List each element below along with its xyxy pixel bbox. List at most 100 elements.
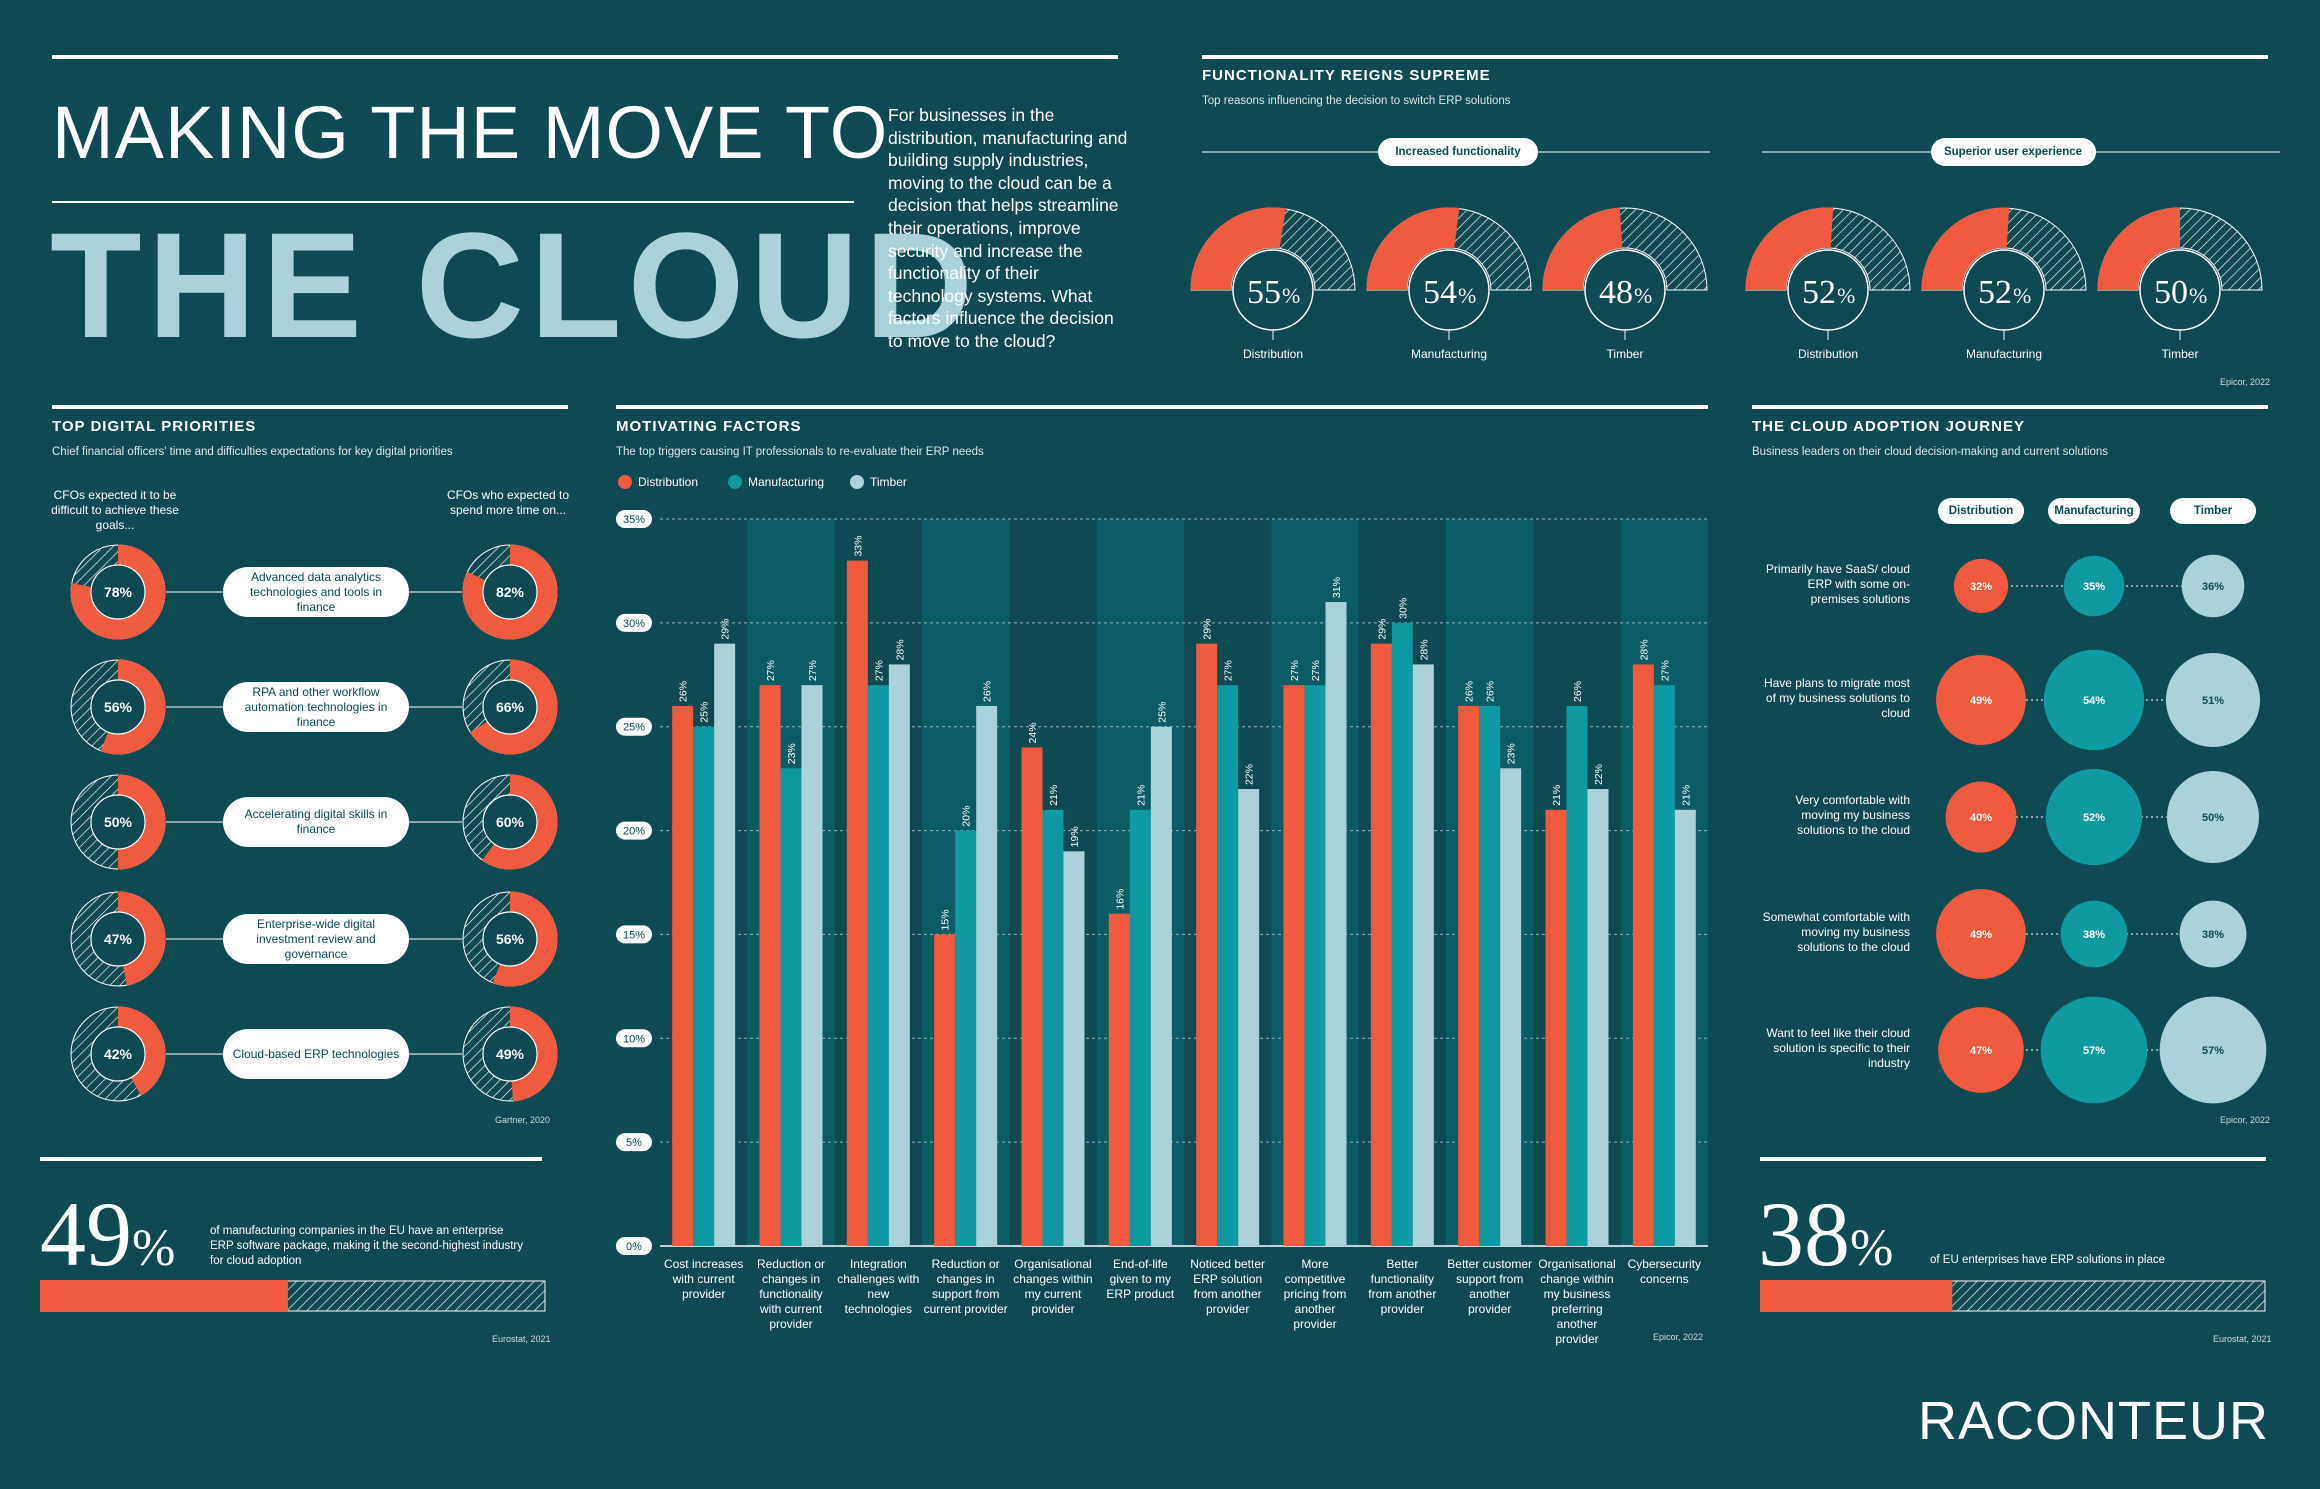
y-tick-label: 0%	[626, 1241, 642, 1253]
bar-timber	[976, 706, 997, 1246]
bar-distribution	[1546, 810, 1567, 1246]
motivating-subtitle: The top triggers causing IT professional…	[616, 446, 984, 458]
bar-distribution	[934, 934, 955, 1246]
journey-bubble-value: 49%	[1970, 929, 1992, 941]
raconteur-logo: RACONTEUR	[1918, 1390, 2269, 1452]
bar-manufacturing	[1043, 810, 1064, 1246]
priority-label-pill: RPA and other workflow automation techno…	[223, 682, 409, 732]
stat-left-source: Eurostat, 2021	[492, 1334, 551, 1344]
donut-value-difficult: 42%	[104, 1046, 133, 1062]
stat-right-text: of EU enterprises have ERP solutions in …	[1930, 1253, 2250, 1268]
bar-value-label: 29%	[1376, 619, 1388, 640]
motivating-title: MOTIVATING FACTORS	[616, 418, 802, 435]
stat-right-bar	[1760, 1280, 2270, 1314]
functionality-source: Epicor, 2022	[2220, 377, 2270, 387]
journey-bubble-value: 51%	[2202, 695, 2224, 707]
journey-bubble-value: 54%	[2083, 695, 2105, 707]
bar-distribution	[1284, 685, 1305, 1246]
journey-bubble-value: 57%	[2202, 1045, 2224, 1057]
gauge-pct: %	[2013, 283, 2031, 308]
priorities-subtitle: Chief financial officers' time and diffi…	[52, 446, 453, 458]
legend-timber: Timber	[850, 475, 907, 489]
motivating-source: Epicor, 2022	[1653, 1332, 1703, 1342]
priorities-title: TOP DIGITAL PRIORITIES	[52, 418, 256, 435]
journey-row-label: Want to feel like their cloud solution i…	[1760, 1026, 1910, 1071]
journey-row-label: Somewhat comfortable with moving my busi…	[1760, 910, 1910, 955]
gauge-pct: %	[2189, 283, 2207, 308]
bar-manufacturing	[1654, 685, 1675, 1246]
bar-timber	[889, 664, 910, 1246]
journey-source: Epicor, 2022	[2220, 1115, 2270, 1125]
donut-value-time: 60%	[496, 814, 525, 830]
bar-value-label: 29%	[720, 619, 732, 640]
bar-timber	[1326, 602, 1347, 1246]
bar-distribution	[760, 685, 781, 1246]
priorities-left-header: CFOs expected it to be difficult to achi…	[50, 488, 180, 533]
category-label: Better customer support from another pro…	[1447, 1257, 1533, 1317]
bar-value-label: 21%	[1135, 785, 1147, 806]
bar-value-label: 31%	[1331, 577, 1343, 598]
bar-timber	[1238, 789, 1259, 1246]
bar-value-label: 28%	[894, 639, 906, 660]
bar-manufacturing	[1392, 623, 1413, 1246]
journey-rule	[1752, 405, 2268, 409]
stat-bar-fill	[1760, 1280, 1952, 1312]
bar-value-label: 27%	[1223, 660, 1235, 681]
functionality-gauges: 55 % Distribution 54 % Manufacturing 48 % Timber…	[1190, 130, 2280, 380]
functionality-title: FUNCTIONALITY REIGNS SUPREME	[1202, 67, 1491, 84]
priority-label-pill: Advanced data analytics technologies and…	[223, 567, 409, 617]
page-title-line2: THE CLOUD	[50, 210, 979, 360]
bar-timber	[714, 644, 735, 1246]
page-title-line1: MAKING THE MOVE TO	[52, 96, 888, 170]
intro-text: For businesses in the distribution, manu…	[888, 104, 1128, 353]
journey-bubble-value: 36%	[2202, 581, 2224, 593]
bar-manufacturing	[955, 831, 976, 1246]
top-rule-right	[1202, 55, 2268, 59]
gauge-pct: %	[1458, 283, 1476, 308]
gauge-label: Manufacturing	[1966, 347, 2042, 361]
stat-left-bar	[40, 1280, 550, 1314]
journey-bubble-value: 57%	[2083, 1045, 2105, 1057]
top-rule-left	[52, 55, 1118, 59]
journey-bubble-value: 50%	[2202, 812, 2224, 824]
category-label: More competitive pricing from another pr…	[1272, 1257, 1358, 1332]
gauge-label: Distribution	[1243, 347, 1303, 361]
y-tick-label: 30%	[623, 618, 645, 630]
bar-manufacturing	[1305, 685, 1326, 1246]
journey-bubble-value: 38%	[2083, 929, 2105, 941]
journey-bubble-value: 47%	[1970, 1045, 1992, 1057]
stat-left-text: of manufacturing companies in the EU hav…	[210, 1224, 530, 1269]
gauge-pct: %	[1282, 283, 1300, 308]
functionality-subtitle: Top reasons influencing the decision to …	[1202, 95, 1511, 107]
bar-value-label: 26%	[1464, 681, 1476, 702]
journey-subtitle: Business leaders on their cloud decision…	[1752, 446, 2108, 458]
bar-value-label: 22%	[1593, 764, 1605, 785]
bar-distribution	[1371, 644, 1392, 1246]
gauge-value: 55	[1247, 274, 1281, 311]
priority-label-pill: Cloud-based ERP technologies	[223, 1029, 409, 1079]
gauge-value: 54	[1423, 274, 1457, 311]
bar-value-label: 27%	[807, 660, 819, 681]
journey-column-header: Manufacturing	[2048, 498, 2140, 524]
gauge-label: Timber	[1607, 347, 1644, 361]
bar-manufacturing	[781, 768, 802, 1246]
gauge-value: 50	[2154, 274, 2188, 311]
legend-distribution: Distribution	[618, 475, 698, 489]
bar-timber	[1500, 768, 1521, 1246]
bar-value-label: 21%	[1551, 785, 1563, 806]
category-label: Reduction or changes in functionality wi…	[748, 1257, 834, 1332]
bar-value-label: 22%	[1244, 764, 1256, 785]
journey-bubble-value: 40%	[1970, 812, 1992, 824]
priorities-right-header: CFOs who expected to spend more time on.…	[443, 488, 573, 518]
donut-value-time: 49%	[496, 1046, 525, 1062]
priorities-rule	[52, 405, 568, 409]
bar-value-label: 27%	[1289, 660, 1301, 681]
bar-value-label: 21%	[1048, 785, 1060, 806]
gauge-label: Manufacturing	[1411, 347, 1487, 361]
bar-value-label: 23%	[1506, 743, 1518, 764]
donut-value-difficult: 50%	[104, 814, 133, 830]
bar-distribution	[847, 561, 868, 1246]
stat-left-rule	[40, 1157, 542, 1161]
bar-distribution	[1022, 747, 1043, 1246]
category-label: End-of-life given to my ERP product	[1097, 1257, 1183, 1302]
